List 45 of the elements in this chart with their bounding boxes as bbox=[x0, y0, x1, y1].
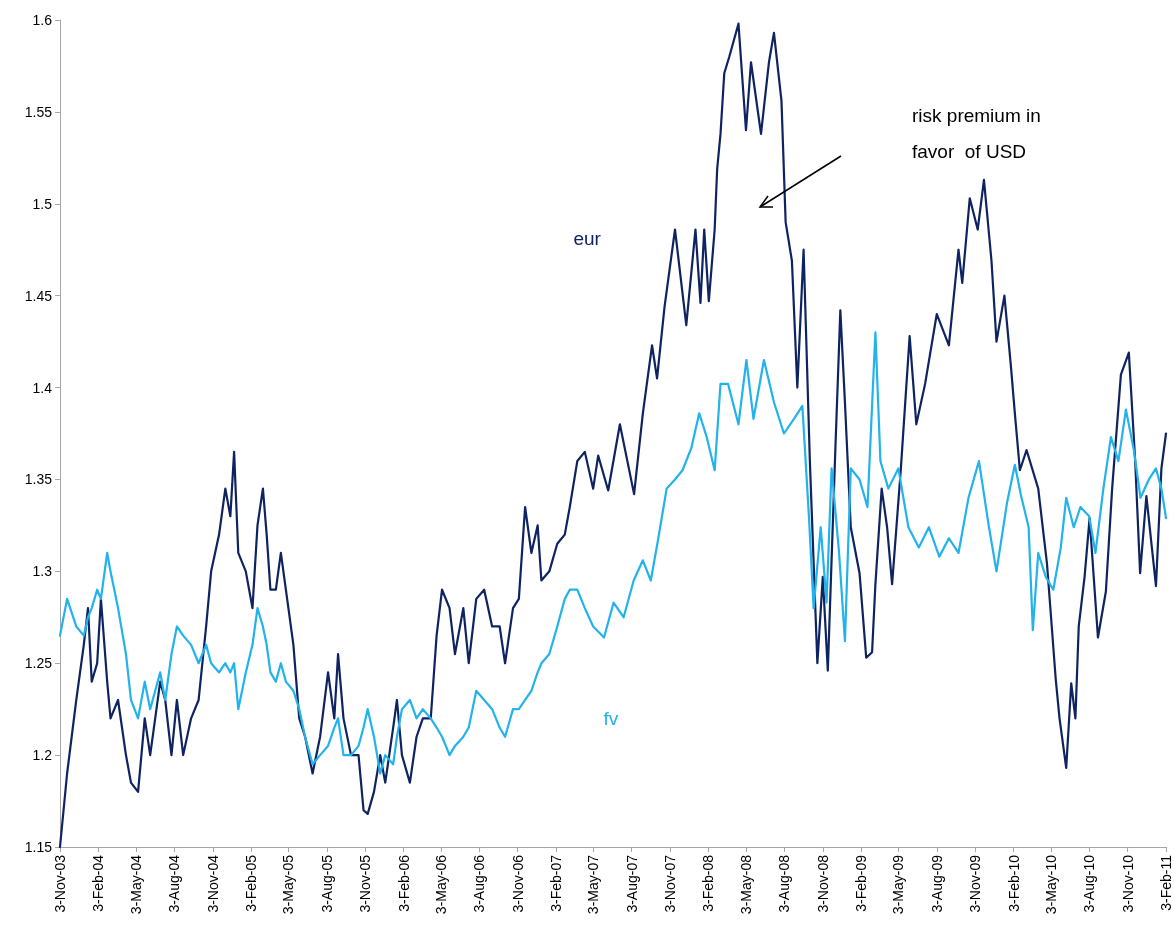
x-tick-label: 3-May-05 bbox=[280, 854, 297, 915]
y-tick-label: 1.45 bbox=[24, 287, 53, 304]
x-tick-label: 3-Aug-06 bbox=[471, 854, 488, 913]
y-tick-label: 1.15 bbox=[24, 839, 53, 855]
x-tick-label: 3-Nov-09 bbox=[967, 854, 984, 913]
x-tick-label: 3-Feb-04 bbox=[90, 854, 107, 912]
x-tick-label: 3-Nov-04 bbox=[204, 854, 221, 913]
y-tick-label: 1.2 bbox=[32, 747, 53, 764]
y-tick-label: 1.6 bbox=[32, 12, 53, 28]
y-tick-label: 1.35 bbox=[24, 471, 53, 488]
x-tick-label: 3-Aug-07 bbox=[623, 854, 640, 913]
y-tick-label: 1.4 bbox=[32, 379, 53, 396]
x-tick-label: 3-Nov-07 bbox=[661, 854, 678, 913]
line-series bbox=[58, 22, 1168, 849]
x-tick-label: 3-Feb-08 bbox=[700, 854, 717, 912]
x-tick-label: 3-Nov-03 bbox=[52, 854, 68, 913]
x-tick-label: 3-Aug-04 bbox=[166, 854, 183, 913]
x-tick-label: 3-May-10 bbox=[1042, 854, 1059, 915]
annotation: risk premium in favor of USD bbox=[912, 104, 1041, 162]
x-tick-label: 3-Feb-07 bbox=[548, 854, 565, 912]
x-tick-label: 3-Feb-09 bbox=[853, 854, 870, 912]
x-tick-label: 3-May-07 bbox=[585, 854, 602, 915]
x-tick-label: 3-Aug-08 bbox=[776, 854, 793, 913]
text: fv bbox=[603, 708, 619, 730]
text: eur bbox=[573, 227, 602, 249]
x-tick-label: 3-May-08 bbox=[737, 854, 754, 915]
x-tick-label: 3-Feb-05 bbox=[243, 854, 260, 912]
x-tick-label: 3-Feb-06 bbox=[395, 854, 412, 912]
y-tick-label: 1.25 bbox=[24, 655, 53, 672]
x-tick-label: 3-Feb-10 bbox=[1005, 854, 1022, 912]
x-tick-label: 3-Nov-05 bbox=[357, 854, 374, 913]
line-series bbox=[58, 331, 1168, 775]
y-tick-label: 1.5 bbox=[32, 195, 53, 212]
x-tick-label: 3-Nov-06 bbox=[509, 854, 526, 913]
y-tick-label: 1.3 bbox=[32, 563, 53, 580]
x-tick-label: 3-Feb-11 bbox=[1158, 854, 1174, 911]
x-tick-label: 3-May-09 bbox=[890, 854, 907, 915]
x-tick-label: 3-Aug-05 bbox=[318, 854, 335, 913]
x-tick-label: 3-Nov-10 bbox=[1119, 854, 1136, 913]
x-tick-label: 3-Nov-08 bbox=[814, 854, 831, 913]
y-tick-label: 1.55 bbox=[24, 103, 53, 120]
x-tick-label: 3-May-06 bbox=[432, 854, 449, 915]
x-tick-label: 3-May-04 bbox=[127, 854, 144, 915]
x-tick-label: 3-Aug-09 bbox=[928, 854, 945, 913]
x-tick-label: 3-Aug-10 bbox=[1081, 854, 1098, 913]
